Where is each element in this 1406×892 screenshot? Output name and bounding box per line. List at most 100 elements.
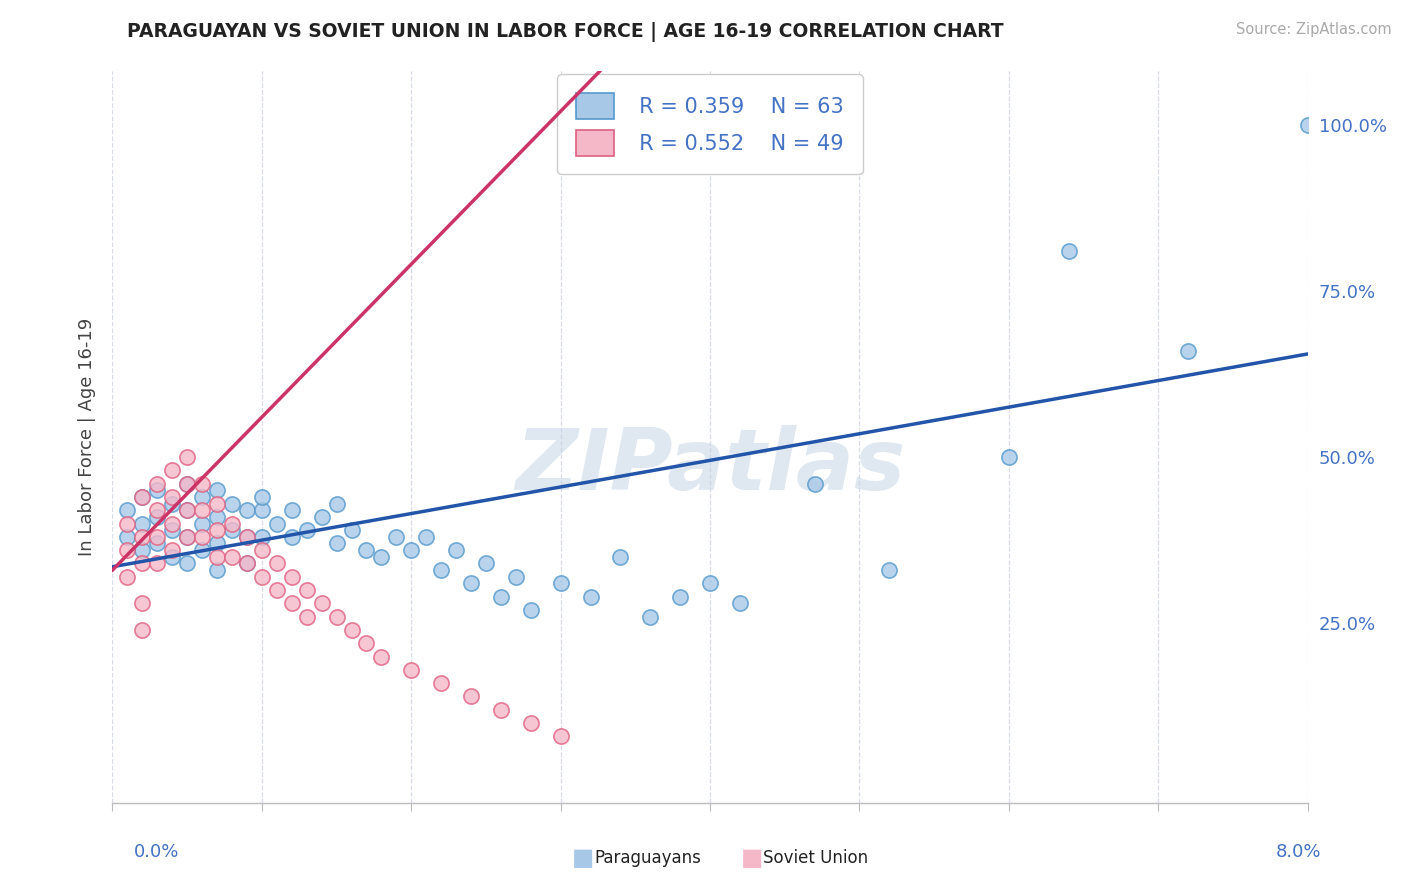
- Point: [131, 516, 153, 531]
- Point: [340, 623, 363, 637]
- Point: [146, 476, 169, 491]
- Point: [281, 530, 304, 544]
- Point: [221, 497, 243, 511]
- Point: [191, 476, 214, 491]
- Point: [146, 483, 169, 498]
- Point: [370, 549, 392, 564]
- Point: [325, 536, 347, 550]
- Point: [131, 623, 153, 637]
- Point: [460, 690, 482, 704]
- Point: [550, 576, 572, 591]
- Point: [295, 582, 318, 597]
- Point: [266, 557, 288, 571]
- Point: [444, 543, 467, 558]
- Point: [430, 676, 453, 690]
- Point: [236, 530, 259, 544]
- Point: [311, 596, 333, 610]
- Point: [205, 523, 228, 537]
- Point: [176, 476, 198, 491]
- Point: [205, 536, 228, 550]
- Point: [146, 503, 169, 517]
- Point: [176, 530, 198, 544]
- Point: [370, 649, 392, 664]
- Point: [385, 530, 408, 544]
- Point: [146, 536, 169, 550]
- Point: [191, 490, 214, 504]
- Point: [162, 516, 183, 531]
- Point: [176, 530, 198, 544]
- Point: [520, 603, 543, 617]
- Text: ■: ■: [572, 847, 595, 870]
- Point: [131, 490, 153, 504]
- Point: [131, 490, 153, 504]
- Point: [325, 609, 347, 624]
- Point: [1057, 244, 1080, 258]
- Point: [191, 530, 214, 544]
- Point: [117, 543, 139, 558]
- Point: [281, 570, 304, 584]
- Point: [250, 570, 273, 584]
- Point: [131, 557, 153, 571]
- Point: [162, 523, 183, 537]
- Point: [640, 609, 662, 624]
- Point: [176, 503, 198, 517]
- Point: [221, 549, 243, 564]
- Point: [295, 609, 318, 624]
- Point: [356, 543, 378, 558]
- Point: [162, 549, 183, 564]
- Point: [803, 476, 825, 491]
- Point: [191, 543, 214, 558]
- Point: [340, 523, 363, 537]
- Point: [176, 557, 198, 571]
- Point: [236, 557, 259, 571]
- Point: [998, 450, 1021, 464]
- Point: [146, 509, 169, 524]
- Point: [131, 543, 153, 558]
- Point: [489, 703, 512, 717]
- Point: [281, 503, 304, 517]
- Point: [162, 463, 183, 477]
- Point: [146, 530, 169, 544]
- Point: [1177, 343, 1199, 358]
- Text: 0.0%: 0.0%: [134, 843, 179, 861]
- Legend:   R = 0.359    N = 63,   R = 0.552    N = 49: R = 0.359 N = 63, R = 0.552 N = 49: [557, 74, 863, 174]
- Point: [176, 503, 198, 517]
- Point: [356, 636, 378, 650]
- Point: [266, 516, 288, 531]
- Point: [728, 596, 751, 610]
- Point: [401, 663, 423, 677]
- Point: [520, 716, 543, 731]
- Text: Soviet Union: Soviet Union: [763, 849, 869, 867]
- Point: [266, 582, 288, 597]
- Point: [205, 509, 228, 524]
- Point: [311, 509, 333, 524]
- Point: [205, 497, 228, 511]
- Point: [236, 503, 259, 517]
- Point: [131, 530, 153, 544]
- Point: [250, 543, 273, 558]
- Point: [550, 729, 572, 743]
- Point: [505, 570, 527, 584]
- Point: [250, 503, 273, 517]
- Point: [205, 563, 228, 577]
- Text: PARAGUAYAN VS SOVIET UNION IN LABOR FORCE | AGE 16-19 CORRELATION CHART: PARAGUAYAN VS SOVIET UNION IN LABOR FORC…: [127, 22, 1002, 42]
- Point: [162, 497, 183, 511]
- Point: [325, 497, 347, 511]
- Point: [221, 523, 243, 537]
- Point: [699, 576, 721, 591]
- Point: [117, 570, 139, 584]
- Point: [401, 543, 423, 558]
- Point: [579, 590, 602, 604]
- Point: [295, 523, 318, 537]
- Point: [430, 563, 453, 577]
- Point: [117, 503, 139, 517]
- Point: [460, 576, 482, 591]
- Point: [176, 476, 198, 491]
- Point: [489, 590, 512, 604]
- Text: ■: ■: [741, 847, 763, 870]
- Point: [1296, 118, 1319, 132]
- Point: [415, 530, 437, 544]
- Point: [117, 516, 139, 531]
- Point: [205, 483, 228, 498]
- Point: [281, 596, 304, 610]
